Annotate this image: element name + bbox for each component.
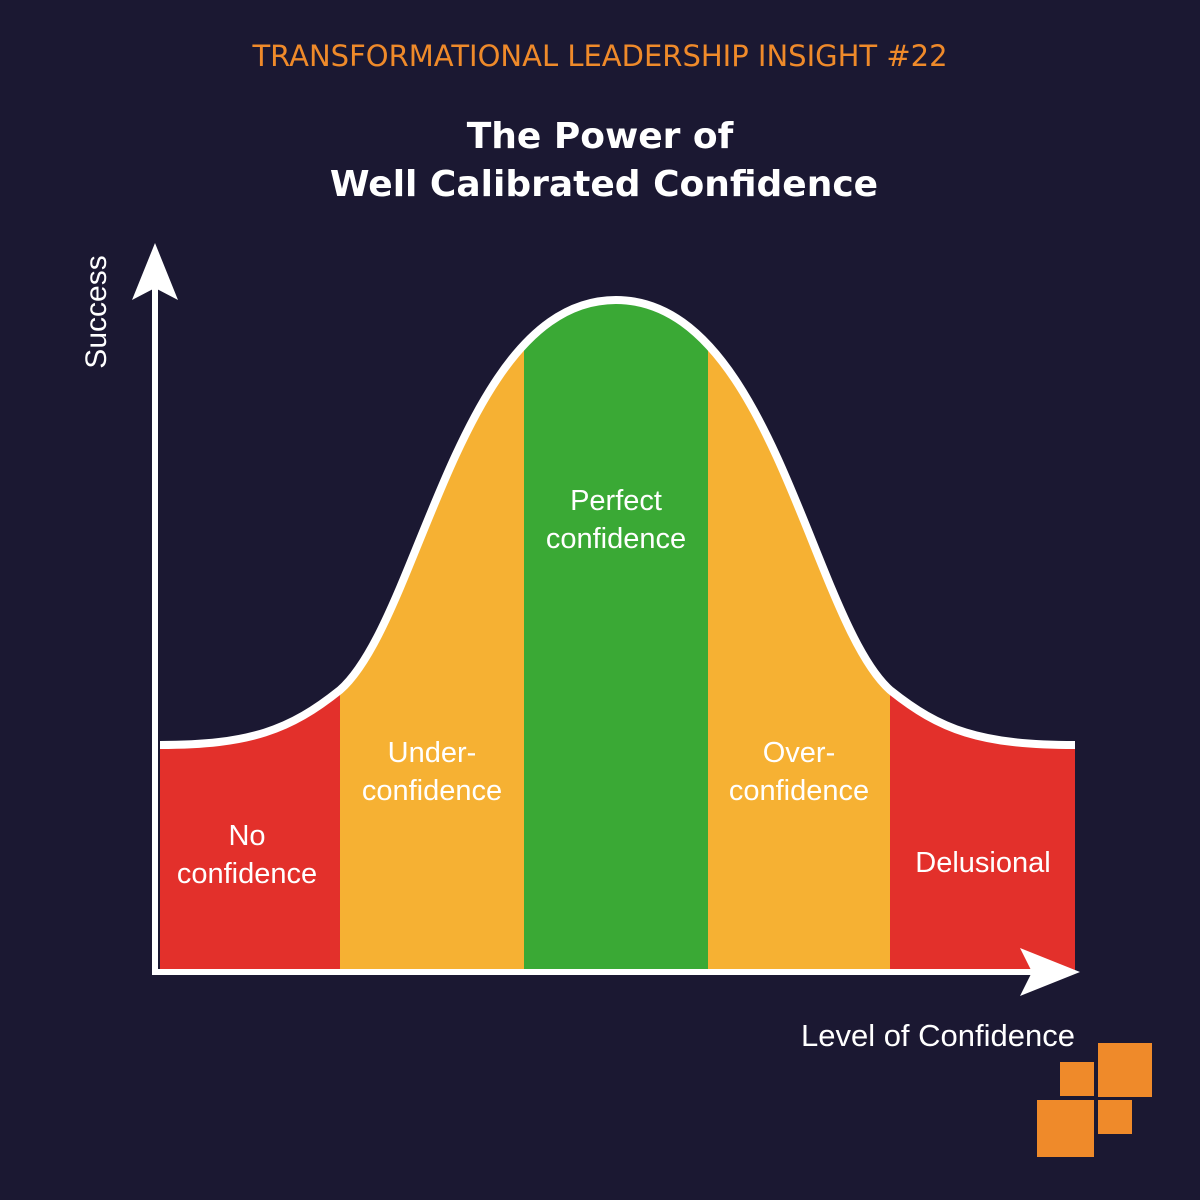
- x-arrow: [1020, 948, 1080, 996]
- zone-label: confidence: [729, 775, 869, 807]
- bell-curve: [159, 295, 1076, 749]
- zone: [524, 300, 708, 970]
- title-line: The Power of: [467, 116, 734, 157]
- zone-label: Perfect: [570, 485, 662, 517]
- zone-label: No: [228, 820, 265, 852]
- x-axis-label: Level of Confidence: [801, 1018, 1075, 1053]
- title-line: Well Calibrated Confidence: [330, 164, 878, 205]
- zone-label: confidence: [177, 858, 317, 890]
- zone-label: Delusional: [915, 847, 1050, 879]
- subtitle: TRANSFORMATIONAL LEADERSHIP INSIGHT #22: [251, 39, 947, 73]
- logo: [1037, 1043, 1152, 1157]
- zone-label: Under-: [388, 737, 477, 769]
- zone-label: confidence: [362, 775, 502, 807]
- zone-label: confidence: [546, 523, 686, 555]
- zone-label: Over-: [763, 737, 836, 769]
- y-arrow: [132, 243, 178, 300]
- zone-labels: No confidence Under-confidence Perfect confi…: [177, 485, 1051, 890]
- y-axis-label: Success: [80, 255, 113, 368]
